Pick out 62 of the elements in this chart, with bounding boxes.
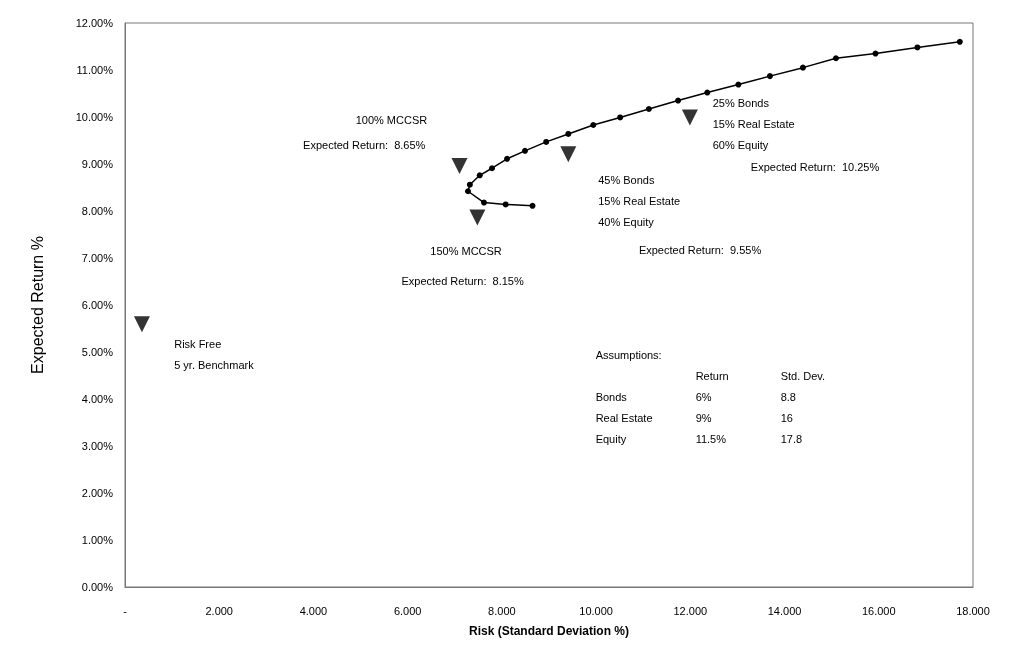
y-tick-label: 0.00% bbox=[81, 581, 114, 593]
point bbox=[476, 172, 483, 179]
point bbox=[451, 157, 468, 174]
point bbox=[956, 38, 963, 45]
annotation: 45% Bonds 15% Real Estate 40% Equity bbox=[598, 174, 681, 229]
x-tick-label: 18.000 bbox=[956, 604, 990, 617]
y-tick-label: 8.00% bbox=[81, 205, 114, 217]
point bbox=[464, 188, 471, 195]
x-tick-label: 10.000 bbox=[579, 604, 613, 617]
y-tick-label: 11.00% bbox=[76, 64, 114, 76]
annotation: 25% Bonds 15% Real Estate 60% Equity bbox=[712, 96, 795, 151]
point bbox=[766, 73, 773, 80]
point bbox=[914, 44, 921, 51]
annotation: 100% MCCSR bbox=[355, 114, 428, 127]
y-tick-label: 6.00% bbox=[81, 299, 114, 311]
annotation: Risk Free 5 yr. Benchmark bbox=[174, 337, 255, 371]
y-tick-label: 7.00% bbox=[81, 252, 114, 264]
point bbox=[832, 55, 839, 62]
point bbox=[560, 146, 577, 163]
annotation: Expected Return: 8.15% bbox=[401, 275, 524, 288]
point bbox=[480, 199, 487, 206]
x-axis-title: Risk (Standard Deviation %) bbox=[468, 624, 630, 638]
point bbox=[872, 50, 879, 57]
y-tick-label: 3.00% bbox=[81, 440, 114, 452]
y-tick-label: 2.00% bbox=[81, 487, 114, 499]
point bbox=[543, 138, 550, 145]
point bbox=[735, 81, 742, 88]
y-axis-title: Expected Return % bbox=[28, 236, 46, 374]
annotation: Expected Return: 8.65% bbox=[303, 138, 426, 151]
point bbox=[521, 147, 528, 154]
y-tick-label: 4.00% bbox=[81, 393, 114, 405]
x-tick-label: 4.000 bbox=[299, 604, 328, 617]
y-tick-label: 9.00% bbox=[81, 158, 114, 170]
annotation: Expected Return: 10.25% bbox=[750, 160, 880, 173]
point bbox=[590, 121, 597, 128]
point bbox=[675, 97, 682, 104]
x-tick-label: 16.000 bbox=[861, 604, 896, 617]
point bbox=[466, 181, 473, 188]
point bbox=[645, 106, 652, 113]
x-tick-label: 14.000 bbox=[767, 604, 802, 617]
y-tick-label: 5.00% bbox=[81, 346, 114, 358]
point bbox=[565, 130, 572, 137]
y-tick-label: 10.00% bbox=[75, 111, 114, 123]
x-tick-label: 12.000 bbox=[673, 604, 708, 617]
x-tick-label: 2.000 bbox=[205, 604, 233, 617]
x-tick-label: 6.000 bbox=[393, 604, 422, 617]
point bbox=[617, 114, 624, 121]
point bbox=[529, 202, 536, 209]
y-tick-label: 1.00% bbox=[81, 534, 114, 546]
point bbox=[504, 155, 511, 162]
point bbox=[133, 316, 150, 333]
point bbox=[502, 201, 509, 208]
annotation: 150% MCCSR bbox=[430, 245, 502, 258]
point bbox=[469, 209, 486, 226]
point bbox=[489, 165, 495, 172]
point bbox=[799, 64, 806, 71]
point bbox=[681, 109, 698, 126]
y-tick-label: 12.00% bbox=[75, 17, 114, 29]
x-tick-label: - bbox=[123, 604, 128, 617]
text: Assumptions: Return Std. Dev. Bonds 6% 8.8 Real Estate 9% 16 Equity 11.5% 17.8 bbox=[595, 348, 826, 445]
x-tick-label: 8.000 bbox=[488, 604, 516, 617]
annotation: Expected Return: 9.55% bbox=[638, 244, 762, 257]
